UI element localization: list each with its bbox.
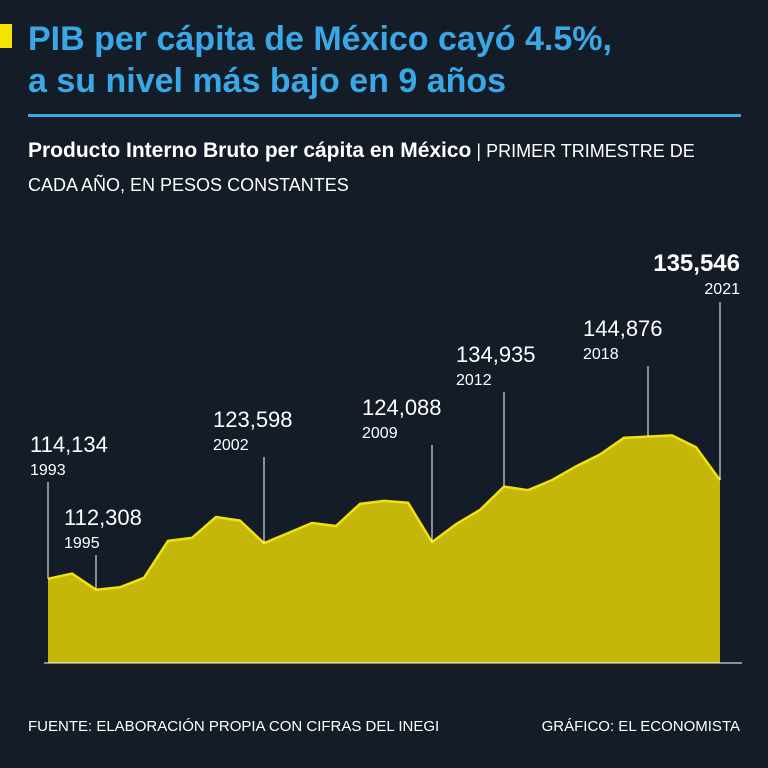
headline-line-2: a su nivel más bajo en 9 años <box>28 62 507 100</box>
year-label-2021: 2021 <box>704 281 740 298</box>
value-label-2009: 124,088 <box>362 395 442 420</box>
accent-bar <box>0 24 12 48</box>
year-label-1993: 1993 <box>30 462 66 479</box>
value-label-2002: 123,598 <box>213 407 293 432</box>
year-label-2012: 2012 <box>456 372 492 389</box>
value-label-2021: 135,546 <box>653 250 740 277</box>
value-label-1993: 114,134 <box>30 432 108 457</box>
footer-source: FUENTE: ELABORACIÓN PROPIA CON CIFRAS DE… <box>28 718 440 735</box>
headline: PIB per cápita de México cayó 4.5%, a su… <box>28 18 758 102</box>
value-label-2012: 134,935 <box>456 342 536 367</box>
year-label-2018: 2018 <box>583 346 619 363</box>
headline-line-1: PIB per cápita de México cayó 4.5%, <box>28 20 612 58</box>
year-label-2009: 2009 <box>362 425 398 442</box>
gdp-line <box>47 434 722 591</box>
chart-subtitle: Producto Interno Bruto per cápita en Méx… <box>28 134 738 202</box>
year-label-1995: 1995 <box>64 535 100 552</box>
value-label-2018: 144,876 <box>583 316 663 341</box>
value-label-1995: 112,308 <box>64 505 142 530</box>
subtitle-separator: | <box>476 141 482 161</box>
title-divider <box>28 114 741 117</box>
year-label-2002: 2002 <box>213 437 249 454</box>
subtitle-rest: PRIMER TRIMESTRE DE CADA AÑO, EN PESOS C… <box>28 141 695 195</box>
subtitle-bold: Producto Interno Bruto per cápita en Méx… <box>28 139 472 162</box>
footer-credit: GRÁFICO: EL ECONOMISTA <box>541 718 740 735</box>
gdp-area <box>48 435 720 663</box>
